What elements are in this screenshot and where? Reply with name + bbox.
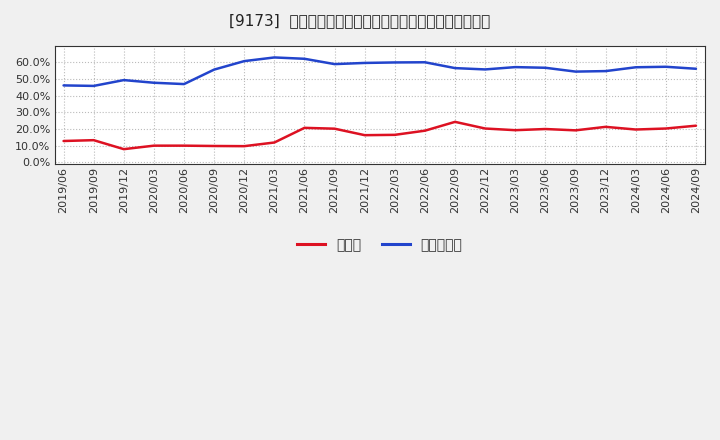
Legend: 現顔金, 有利子負債: 現顔金, 有利子負債 xyxy=(292,232,468,257)
Text: [9173]  現顔金、有利子負債の総資産に対する比率の推移: [9173] 現顔金、有利子負債の総資産に対する比率の推移 xyxy=(230,13,490,28)
